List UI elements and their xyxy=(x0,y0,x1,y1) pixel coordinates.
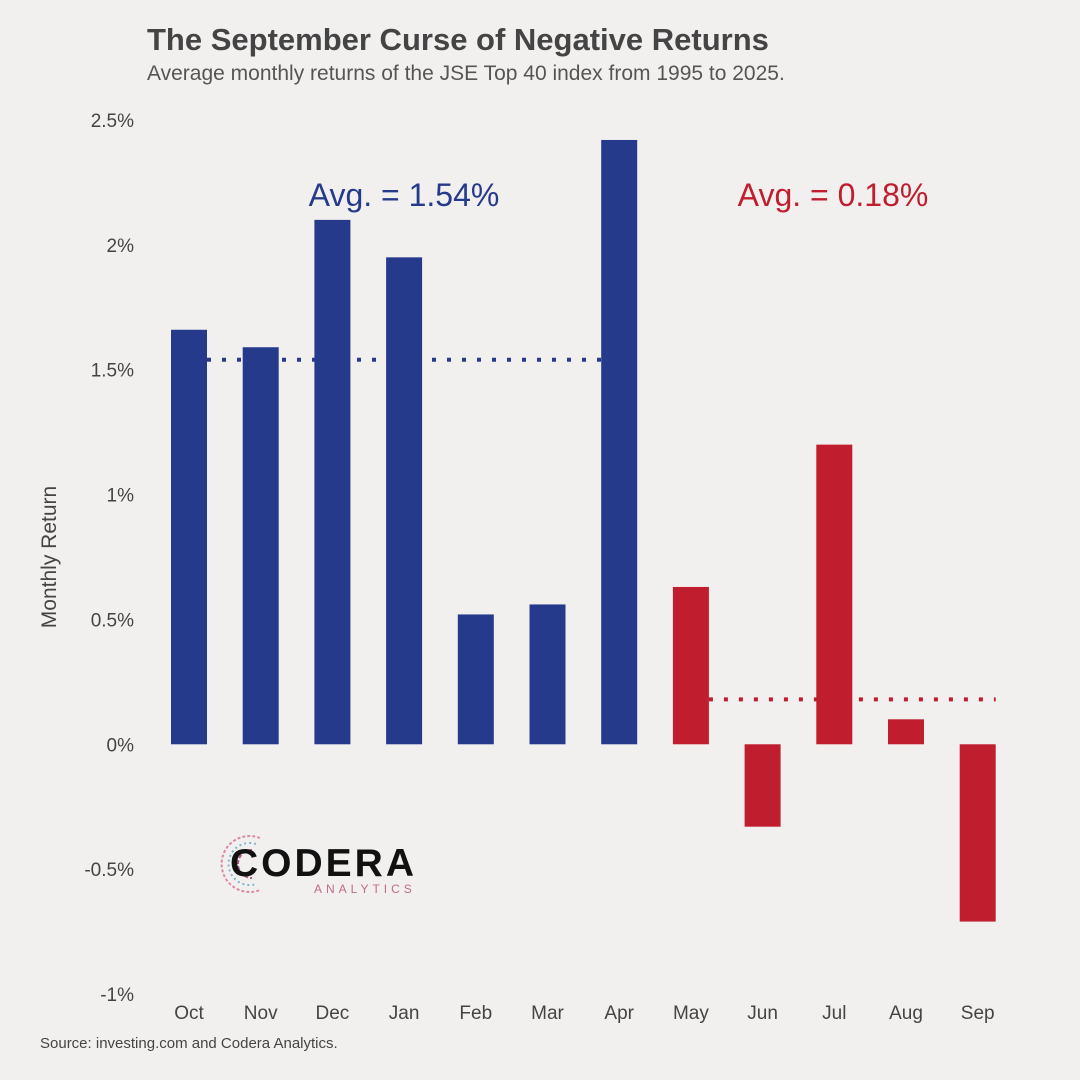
bar-aug xyxy=(888,719,924,745)
y-tick-label: 2.5% xyxy=(91,111,134,132)
x-tick-label: Aug xyxy=(889,1003,923,1024)
x-tick-label: Nov xyxy=(244,1003,278,1024)
codera-logo: CODERA ANALYTICS xyxy=(212,828,442,900)
y-tick-label: 0% xyxy=(107,735,135,756)
x-tick-label: Dec xyxy=(316,1003,350,1024)
bar-may xyxy=(672,586,709,745)
x-tick-label: Feb xyxy=(459,1003,492,1024)
bar-oct xyxy=(171,329,207,745)
bar-apr xyxy=(601,139,638,745)
y-tick-label: 0.5% xyxy=(91,610,134,631)
chart-subtitle: Average monthly returns of the JSE Top 4… xyxy=(147,62,785,85)
x-tick-label: Apr xyxy=(604,1003,634,1024)
y-tick-label: 2% xyxy=(107,236,135,257)
bar-dec xyxy=(314,219,351,745)
average-label-2: Avg. = 0.18% xyxy=(738,177,929,213)
y-axis-label: Monthly Return xyxy=(38,486,61,628)
chart-title: The September Curse of Negative Returns xyxy=(147,22,769,57)
y-tick-label: 1% xyxy=(107,486,135,507)
average-label-1: Avg. = 1.54% xyxy=(309,177,500,213)
y-tick-label: -1% xyxy=(100,985,134,1006)
bar-jan xyxy=(386,257,423,745)
x-tick-label: Mar xyxy=(531,1003,564,1024)
source-note: Source: investing.com and Codera Analyti… xyxy=(40,1035,338,1052)
logo-wordmark: CODERA xyxy=(230,842,418,885)
logo-subtitle: ANALYTICS xyxy=(314,882,416,896)
bar-jul xyxy=(816,444,853,745)
x-tick-label: Jan xyxy=(389,1003,420,1024)
bar-jun xyxy=(744,744,781,827)
logo-mark-icon xyxy=(220,835,261,893)
x-tick-label: Sep xyxy=(961,1003,995,1024)
bar-mar xyxy=(529,604,566,745)
bar-sep xyxy=(959,744,996,922)
y-tick-label: 1.5% xyxy=(91,361,134,382)
y-tick-label: -0.5% xyxy=(84,860,134,881)
bar-feb xyxy=(457,614,494,745)
x-tick-label: Jul xyxy=(822,1003,846,1024)
x-tick-label: Oct xyxy=(174,1003,204,1024)
bar-nov xyxy=(242,347,279,745)
x-tick-label: Jun xyxy=(747,1003,778,1024)
x-tick-label: May xyxy=(673,1003,709,1024)
